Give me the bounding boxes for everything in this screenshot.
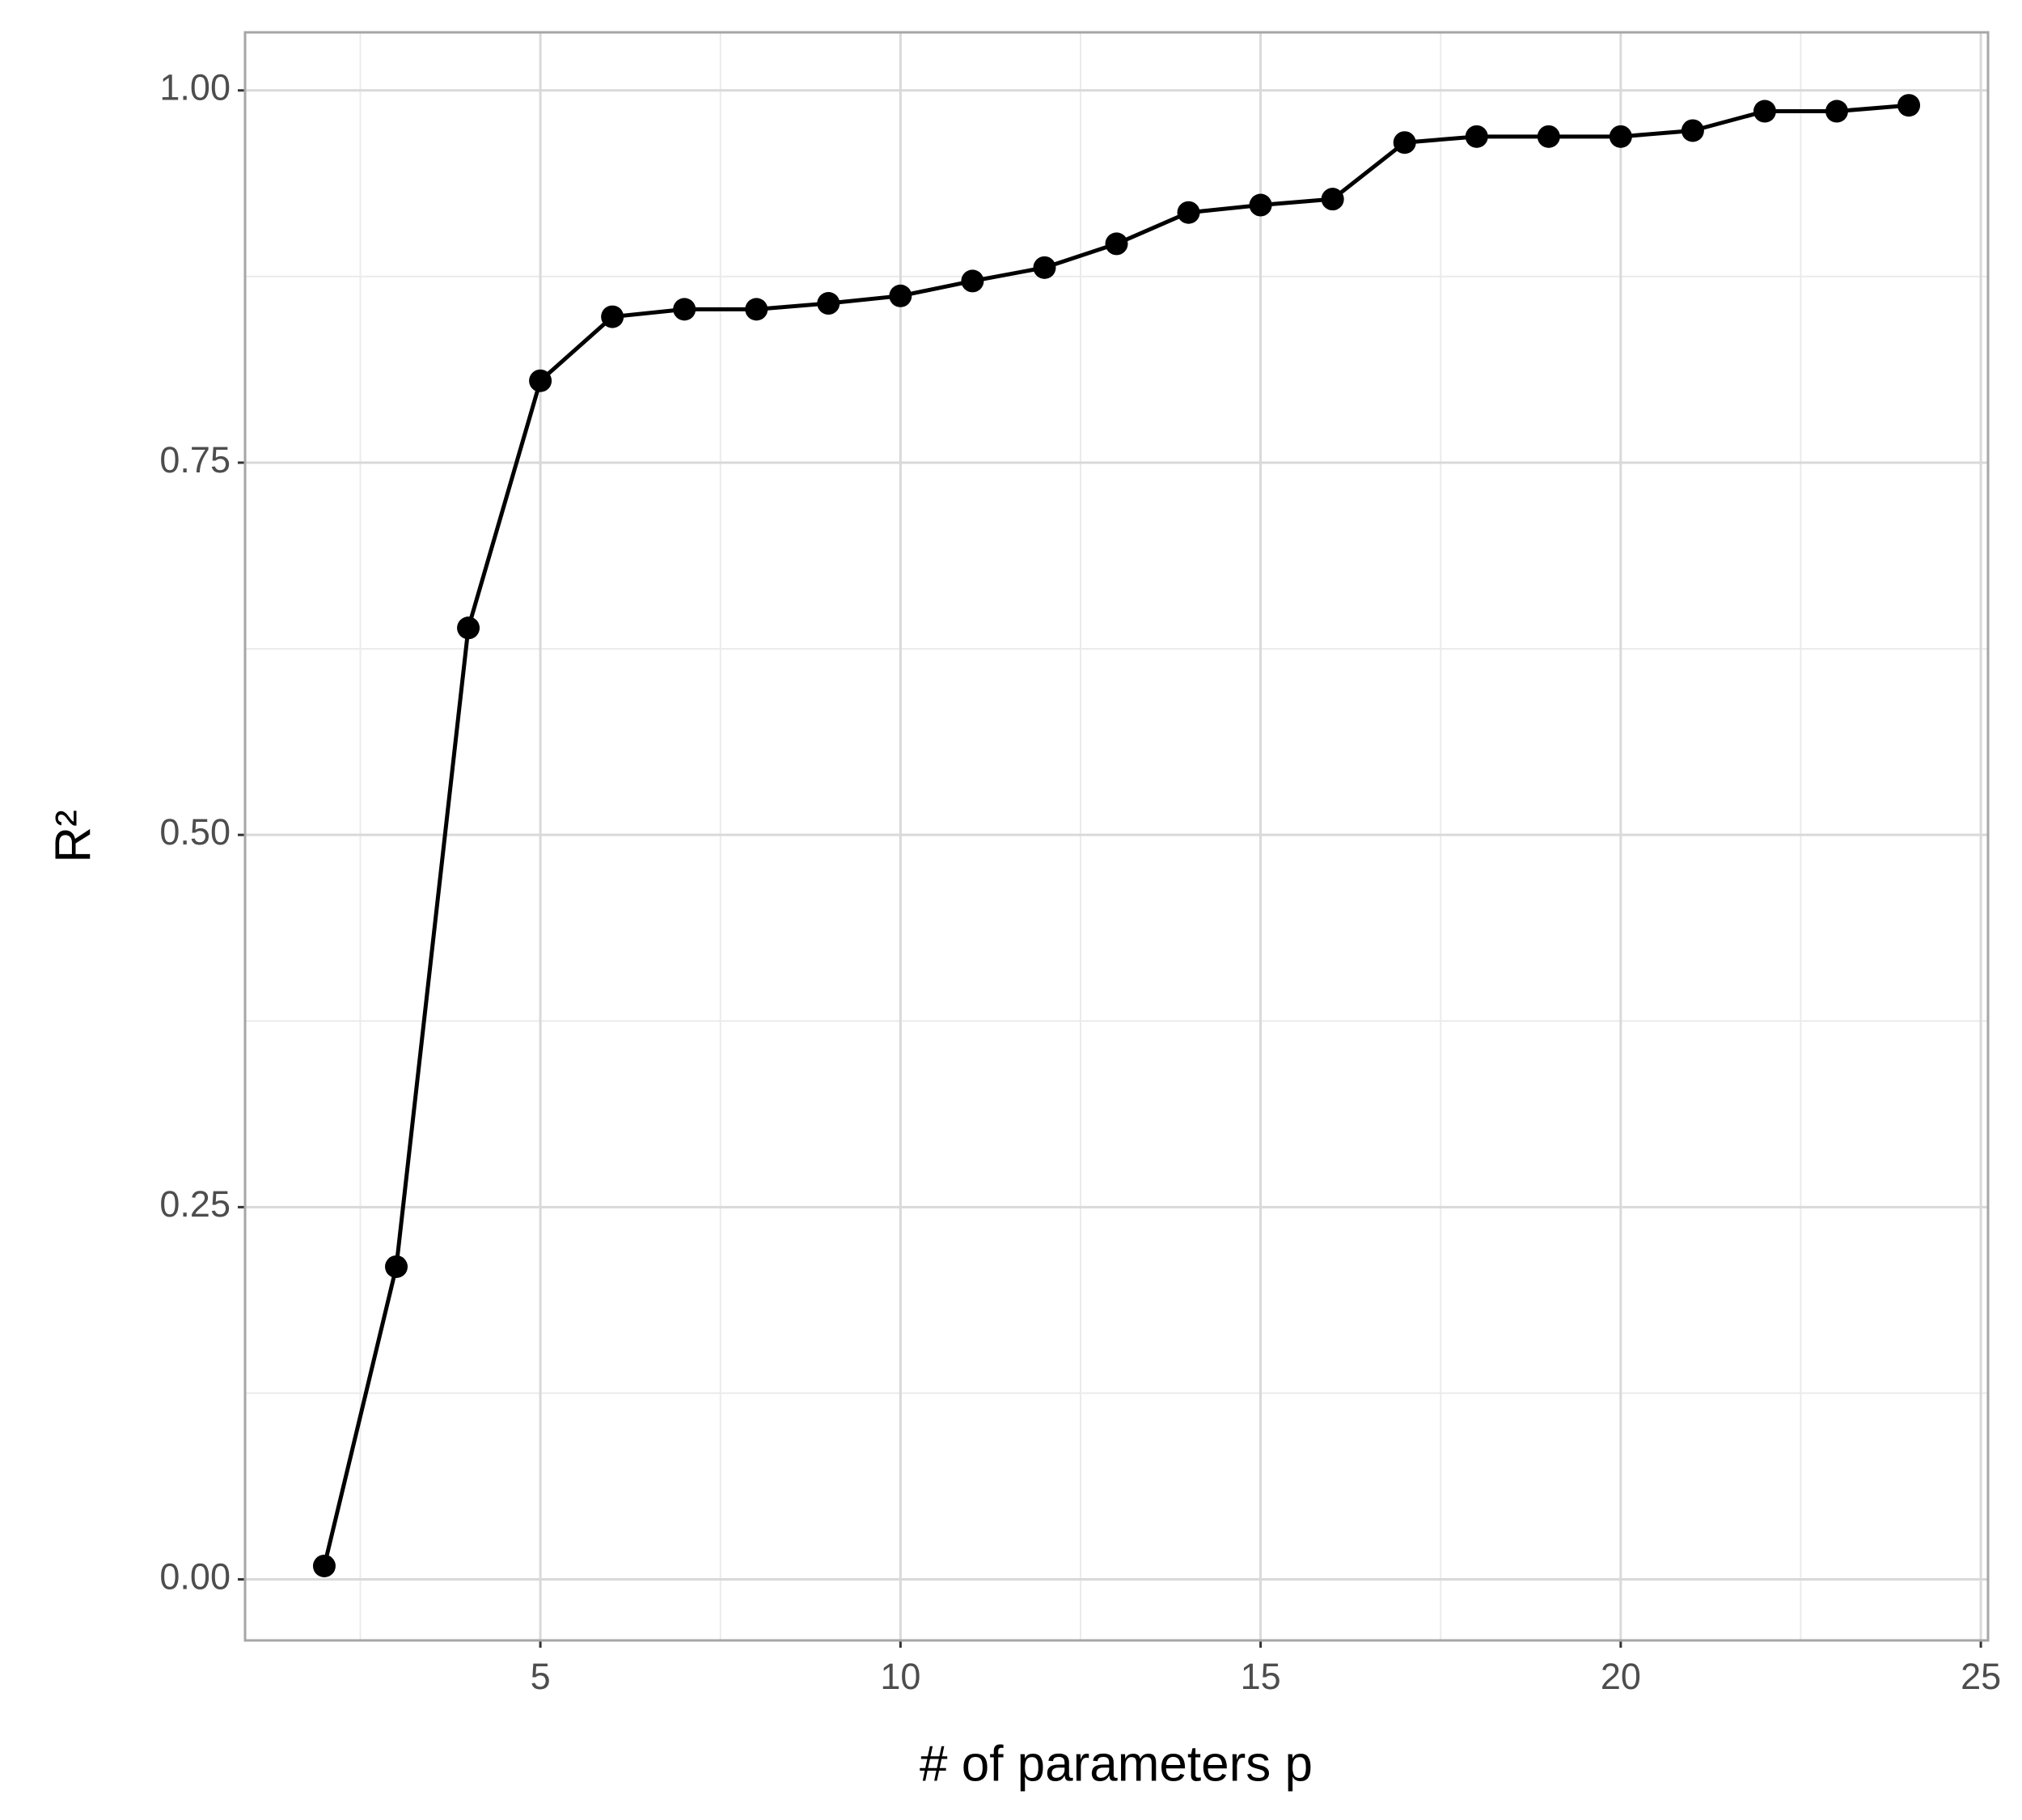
data-point bbox=[1177, 201, 1200, 224]
data-point bbox=[1105, 232, 1128, 256]
x-tick-label: 5 bbox=[531, 1656, 551, 1697]
data-point bbox=[1825, 99, 1848, 123]
data-point bbox=[1465, 125, 1488, 148]
data-point bbox=[385, 1255, 408, 1278]
data-point bbox=[1249, 193, 1272, 217]
panel-border bbox=[243, 31, 1990, 1642]
data-point bbox=[817, 292, 840, 315]
y-tick-label: 0.00 bbox=[159, 1555, 231, 1597]
data-point bbox=[457, 616, 480, 640]
data-point bbox=[1033, 256, 1056, 279]
x-tick-label: 15 bbox=[1241, 1656, 1281, 1697]
y-tick-label: 0.25 bbox=[159, 1183, 231, 1225]
x-tick-label: 10 bbox=[880, 1656, 920, 1697]
data-point bbox=[1681, 119, 1704, 142]
data-point bbox=[312, 1554, 336, 1577]
x-axis-title: # of parameters p bbox=[920, 1736, 1313, 1792]
data-point bbox=[601, 305, 624, 328]
data-point bbox=[961, 269, 984, 293]
data-point bbox=[529, 369, 552, 392]
y-tick-label: 0.75 bbox=[159, 439, 231, 480]
data-point bbox=[1537, 125, 1560, 148]
y-axis-title: R² bbox=[45, 810, 101, 862]
data-point bbox=[1321, 188, 1344, 211]
data-point bbox=[1609, 125, 1632, 148]
data-point bbox=[889, 284, 912, 307]
data-point bbox=[1897, 94, 1921, 117]
data-point bbox=[1753, 99, 1776, 123]
y-tick-label: 1.00 bbox=[159, 67, 231, 108]
y-tick-label: 0.50 bbox=[159, 811, 231, 853]
x-tick-label: 25 bbox=[1961, 1656, 2001, 1697]
data-point bbox=[1393, 131, 1416, 154]
data-point bbox=[673, 298, 696, 321]
x-tick-label: 20 bbox=[1601, 1656, 1641, 1697]
data-point bbox=[745, 298, 768, 321]
